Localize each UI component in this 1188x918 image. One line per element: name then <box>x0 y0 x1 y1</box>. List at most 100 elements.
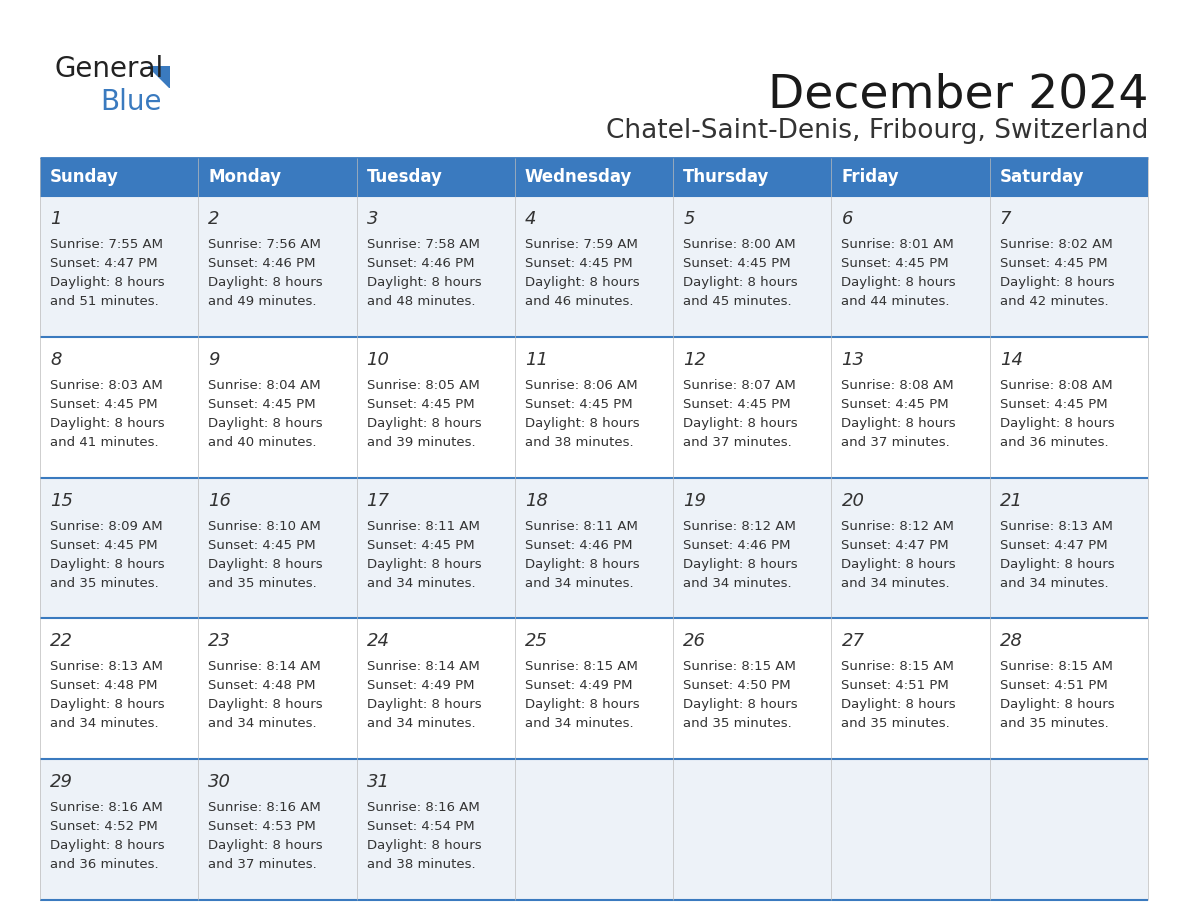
Text: Daylight: 8 hours: Daylight: 8 hours <box>208 839 323 852</box>
Text: Sunrise: 8:10 AM: Sunrise: 8:10 AM <box>208 520 321 532</box>
Text: Daylight: 8 hours: Daylight: 8 hours <box>1000 417 1114 430</box>
Text: and 34 minutes.: and 34 minutes. <box>367 577 475 589</box>
Text: and 46 minutes.: and 46 minutes. <box>525 295 633 308</box>
Polygon shape <box>148 66 170 88</box>
Text: 1: 1 <box>50 210 62 228</box>
Text: Sunrise: 8:15 AM: Sunrise: 8:15 AM <box>683 660 796 674</box>
Text: and 34 minutes.: and 34 minutes. <box>367 717 475 731</box>
Text: 5: 5 <box>683 210 695 228</box>
Text: Sunrise: 8:03 AM: Sunrise: 8:03 AM <box>50 379 163 392</box>
Text: Daylight: 8 hours: Daylight: 8 hours <box>50 557 165 571</box>
Text: and 42 minutes.: and 42 minutes. <box>1000 295 1108 308</box>
Text: Saturday: Saturday <box>1000 168 1085 186</box>
Text: Sunday: Sunday <box>50 168 119 186</box>
Text: Friday: Friday <box>841 168 899 186</box>
Text: 31: 31 <box>367 773 390 791</box>
Text: 19: 19 <box>683 492 706 509</box>
Text: Tuesday: Tuesday <box>367 168 442 186</box>
Text: Daylight: 8 hours: Daylight: 8 hours <box>367 276 481 289</box>
Text: Sunrise: 8:00 AM: Sunrise: 8:00 AM <box>683 238 796 251</box>
Text: Sunrise: 8:11 AM: Sunrise: 8:11 AM <box>525 520 638 532</box>
Text: Daylight: 8 hours: Daylight: 8 hours <box>1000 276 1114 289</box>
Text: and 41 minutes.: and 41 minutes. <box>50 436 159 449</box>
Text: 10: 10 <box>367 351 390 369</box>
Text: Sunset: 4:54 PM: Sunset: 4:54 PM <box>367 820 474 834</box>
Text: Wednesday: Wednesday <box>525 168 632 186</box>
Text: Sunset: 4:45 PM: Sunset: 4:45 PM <box>525 397 632 410</box>
Text: and 37 minutes.: and 37 minutes. <box>208 858 317 871</box>
Text: Sunset: 4:50 PM: Sunset: 4:50 PM <box>683 679 791 692</box>
Text: Sunset: 4:45 PM: Sunset: 4:45 PM <box>683 397 791 410</box>
Text: Sunset: 4:46 PM: Sunset: 4:46 PM <box>525 539 632 552</box>
Text: and 37 minutes.: and 37 minutes. <box>683 436 792 449</box>
Text: Sunrise: 8:16 AM: Sunrise: 8:16 AM <box>367 801 479 814</box>
Text: Daylight: 8 hours: Daylight: 8 hours <box>841 557 956 571</box>
Text: Sunrise: 8:07 AM: Sunrise: 8:07 AM <box>683 379 796 392</box>
Text: 11: 11 <box>525 351 548 369</box>
Text: Sunrise: 8:05 AM: Sunrise: 8:05 AM <box>367 379 479 392</box>
Text: Sunrise: 8:09 AM: Sunrise: 8:09 AM <box>50 520 163 532</box>
Text: Sunrise: 7:59 AM: Sunrise: 7:59 AM <box>525 238 638 251</box>
Text: and 45 minutes.: and 45 minutes. <box>683 295 791 308</box>
Text: Sunset: 4:46 PM: Sunset: 4:46 PM <box>367 257 474 270</box>
Text: and 37 minutes.: and 37 minutes. <box>841 436 950 449</box>
Text: and 51 minutes.: and 51 minutes. <box>50 295 159 308</box>
Text: 20: 20 <box>841 492 865 509</box>
Text: Sunrise: 8:15 AM: Sunrise: 8:15 AM <box>1000 660 1113 674</box>
Text: and 35 minutes.: and 35 minutes. <box>208 577 317 589</box>
Text: Daylight: 8 hours: Daylight: 8 hours <box>50 417 165 430</box>
Text: Chatel-Saint-Denis, Fribourg, Switzerland: Chatel-Saint-Denis, Fribourg, Switzerlan… <box>606 118 1148 144</box>
Text: and 36 minutes.: and 36 minutes. <box>1000 436 1108 449</box>
Text: Sunset: 4:51 PM: Sunset: 4:51 PM <box>1000 679 1107 692</box>
Text: 16: 16 <box>208 492 232 509</box>
Text: Sunset: 4:47 PM: Sunset: 4:47 PM <box>1000 539 1107 552</box>
Text: Daylight: 8 hours: Daylight: 8 hours <box>683 276 798 289</box>
Text: 9: 9 <box>208 351 220 369</box>
Text: 15: 15 <box>50 492 72 509</box>
Text: Sunset: 4:45 PM: Sunset: 4:45 PM <box>50 397 158 410</box>
Text: Daylight: 8 hours: Daylight: 8 hours <box>50 699 165 711</box>
Text: and 35 minutes.: and 35 minutes. <box>841 717 950 731</box>
Text: Daylight: 8 hours: Daylight: 8 hours <box>1000 699 1114 711</box>
Text: Sunset: 4:51 PM: Sunset: 4:51 PM <box>841 679 949 692</box>
Text: Sunrise: 7:55 AM: Sunrise: 7:55 AM <box>50 238 163 251</box>
Text: Sunrise: 8:15 AM: Sunrise: 8:15 AM <box>525 660 638 674</box>
Text: Sunrise: 8:14 AM: Sunrise: 8:14 AM <box>208 660 321 674</box>
Text: 21: 21 <box>1000 492 1023 509</box>
Text: 8: 8 <box>50 351 62 369</box>
Text: 22: 22 <box>50 633 72 650</box>
Text: Daylight: 8 hours: Daylight: 8 hours <box>525 699 639 711</box>
Text: 7: 7 <box>1000 210 1011 228</box>
Text: Sunset: 4:46 PM: Sunset: 4:46 PM <box>208 257 316 270</box>
Text: 12: 12 <box>683 351 706 369</box>
Text: Daylight: 8 hours: Daylight: 8 hours <box>208 417 323 430</box>
Text: 14: 14 <box>1000 351 1023 369</box>
Text: and 49 minutes.: and 49 minutes. <box>208 295 317 308</box>
Text: and 34 minutes.: and 34 minutes. <box>525 577 633 589</box>
Text: 30: 30 <box>208 773 232 791</box>
Text: Daylight: 8 hours: Daylight: 8 hours <box>683 417 798 430</box>
Text: Sunset: 4:47 PM: Sunset: 4:47 PM <box>50 257 158 270</box>
Text: Sunrise: 7:58 AM: Sunrise: 7:58 AM <box>367 238 480 251</box>
Text: Daylight: 8 hours: Daylight: 8 hours <box>841 417 956 430</box>
Text: Daylight: 8 hours: Daylight: 8 hours <box>367 417 481 430</box>
Text: Blue: Blue <box>100 88 162 116</box>
Text: Sunset: 4:47 PM: Sunset: 4:47 PM <box>841 539 949 552</box>
Text: Daylight: 8 hours: Daylight: 8 hours <box>525 417 639 430</box>
Text: and 39 minutes.: and 39 minutes. <box>367 436 475 449</box>
Text: Thursday: Thursday <box>683 168 770 186</box>
Text: and 44 minutes.: and 44 minutes. <box>841 295 950 308</box>
Text: 6: 6 <box>841 210 853 228</box>
Text: 18: 18 <box>525 492 548 509</box>
Text: Sunset: 4:49 PM: Sunset: 4:49 PM <box>367 679 474 692</box>
Text: Sunrise: 8:02 AM: Sunrise: 8:02 AM <box>1000 238 1112 251</box>
Text: and 38 minutes.: and 38 minutes. <box>525 436 633 449</box>
Text: Daylight: 8 hours: Daylight: 8 hours <box>1000 557 1114 571</box>
Text: Sunset: 4:48 PM: Sunset: 4:48 PM <box>208 679 316 692</box>
Text: Daylight: 8 hours: Daylight: 8 hours <box>367 839 481 852</box>
Text: Sunrise: 7:56 AM: Sunrise: 7:56 AM <box>208 238 321 251</box>
Text: Daylight: 8 hours: Daylight: 8 hours <box>841 276 956 289</box>
Text: General: General <box>55 55 164 83</box>
Text: Sunset: 4:46 PM: Sunset: 4:46 PM <box>683 539 791 552</box>
Text: 3: 3 <box>367 210 378 228</box>
